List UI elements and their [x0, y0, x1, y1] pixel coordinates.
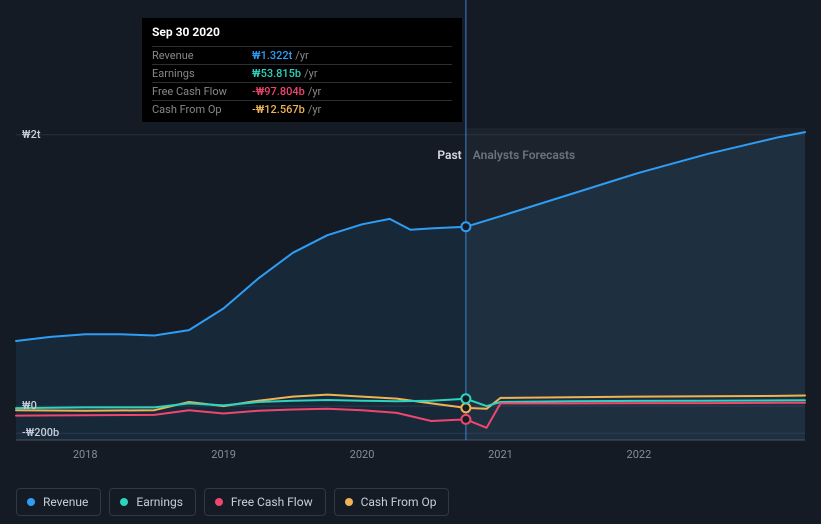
legend-dot [215, 498, 223, 506]
tooltip-row: Cash From Op-₩12.567b/yr [152, 100, 452, 118]
legend-dot [120, 498, 128, 506]
y-tick-label: ₩0 [22, 399, 37, 412]
tooltip-date: Sep 30 2020 [152, 24, 452, 42]
tooltip-label: Free Cash Flow [152, 86, 252, 97]
legend-item-revenue[interactable]: Revenue [16, 488, 101, 516]
tooltip-value: ₩1.322t [252, 50, 292, 61]
x-tick-label: 2019 [211, 448, 236, 461]
tooltip-row: Free Cash Flow-₩97.804b/yr [152, 82, 452, 100]
tooltip-value: -₩12.567b [252, 104, 305, 115]
region-label-past: Past [437, 148, 461, 162]
tooltip-unit: /yr [304, 68, 317, 79]
legend-label: Earnings [136, 495, 183, 509]
tooltip-label: Earnings [152, 68, 252, 79]
region-label-future: Analysts Forecasts [473, 148, 575, 162]
x-tick-label: 2022 [627, 448, 652, 461]
tooltip-row: Revenue₩1.322t/yr [152, 46, 452, 64]
y-tick-label: -₩200b [22, 426, 59, 439]
legend-dot [345, 498, 353, 506]
tooltip-value: -₩97.804b [252, 86, 305, 97]
tooltip-row: Earnings₩53.815b/yr [152, 64, 452, 82]
chart-tooltip: Sep 30 2020 Revenue₩1.322t/yrEarnings₩53… [142, 18, 462, 122]
tooltip-label: Revenue [152, 50, 252, 61]
tooltip-value: ₩53.815b [252, 68, 301, 79]
chart-legend: Revenue Earnings Free Cash Flow Cash From O… [16, 488, 449, 516]
legend-label: Cash From Op [361, 495, 437, 509]
legend-item-fcf[interactable]: Free Cash Flow [204, 488, 326, 516]
legend-item-cashop[interactable]: Cash From Op [334, 488, 450, 516]
x-tick-label: 2021 [488, 448, 513, 461]
x-tick-label: 2018 [73, 448, 98, 461]
tooltip-label: Cash From Op [152, 104, 252, 115]
legend-label: Free Cash Flow [231, 495, 313, 509]
tooltip-unit: /yr [308, 86, 321, 97]
legend-label: Revenue [43, 495, 88, 509]
legend-item-earnings[interactable]: Earnings [109, 488, 196, 516]
x-tick-label: 2020 [350, 448, 375, 461]
y-tick-label: ₩2t [22, 128, 40, 141]
tooltip-unit: /yr [308, 104, 321, 115]
tooltip-unit: /yr [295, 50, 308, 61]
legend-dot [27, 498, 35, 506]
